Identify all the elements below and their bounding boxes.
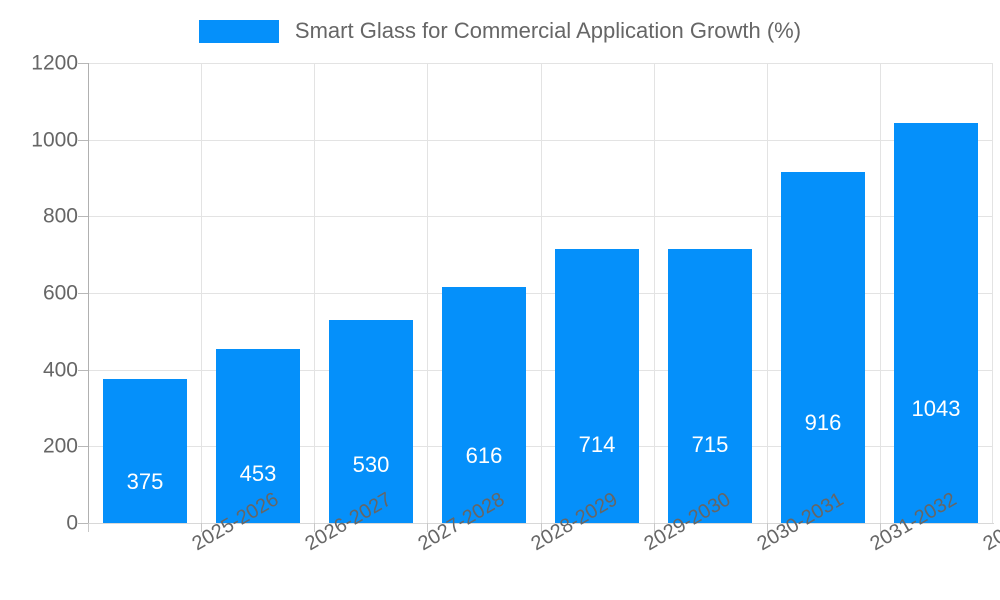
gridline-y-1200	[88, 63, 993, 64]
bar-2029-2030[interactable]	[555, 249, 639, 523]
legend-label: Smart Glass for Commercial Application G…	[294, 18, 802, 43]
y-tick-label-200: 200	[42, 434, 78, 458]
gridline-y-800	[88, 216, 993, 218]
x-tick-label-2029-2030: 2029-2030	[641, 488, 735, 555]
y-tick-mark-600	[78, 293, 88, 294]
bar-value-label-2025-2026: 375	[126, 469, 164, 494]
x-tick-label-2026-2027: 2026-2027	[301, 488, 395, 555]
gridline-x-4	[541, 63, 542, 523]
bar-value-label-2029-2030: 714	[578, 432, 616, 457]
y-tick-mark-0	[78, 523, 88, 524]
x-tick-label-2031-2032: 2031-2032	[867, 488, 961, 555]
bar-2031-2032[interactable]	[781, 172, 865, 523]
bar-2030-2031[interactable]	[668, 249, 752, 523]
gridline-x-6	[767, 63, 768, 523]
y-tick-label-0: 0	[66, 511, 78, 535]
bar-value-label-2028-2029: 616	[465, 443, 503, 468]
gridline-y-1000	[88, 139, 993, 141]
x-tick-mark-1	[201, 523, 202, 532]
bar-2025-2026[interactable]	[103, 379, 187, 523]
y-tick-mark-800	[78, 216, 88, 218]
x-tick-label-2028-2029: 2028-2029	[527, 488, 621, 555]
y-tick-label-1000: 1000	[31, 128, 78, 152]
bar-value-label-2030-2031: 715	[691, 432, 729, 457]
x-tick-mark-6	[767, 523, 768, 532]
x-tick-label-2027-2028: 2027-2028	[414, 488, 508, 555]
bar-value-label-2031-2032: 916	[804, 410, 842, 435]
x-tick-label-2030-2031: 2030-2031	[754, 488, 848, 555]
y-tick-mark-1000	[78, 139, 88, 141]
x-tick-mark-5	[654, 523, 655, 532]
bar-2027-2028[interactable]	[329, 320, 413, 523]
x-tick-mark-7	[880, 523, 881, 532]
chart-legend: Smart Glass for Commercial Application G…	[0, 14, 1000, 48]
x-tick-mark-4	[541, 523, 542, 532]
gridline-x-2	[314, 63, 315, 523]
y-tick-label-400: 400	[42, 358, 78, 382]
y-axis-tick-labels: 0 200 400 600 800 1000 1200	[0, 0, 78, 600]
gridline-x-7	[880, 63, 881, 523]
gridline-y-200	[88, 446, 993, 448]
legend-color-swatch	[198, 19, 279, 43]
gridline-x-1	[201, 63, 202, 523]
y-tick-mark-400	[78, 369, 88, 371]
gridline-x-3	[427, 63, 428, 523]
x-tick-label-2025-2026: 2025-2026	[188, 488, 282, 555]
bar-value-label-2032-2033: 1043	[911, 396, 961, 421]
y-axis-tick-marks	[0, 0, 100, 600]
y-tick-mark-1200	[78, 63, 88, 64]
x-tick-mark-2	[314, 523, 315, 532]
bar-value-label-2027-2028: 530	[352, 452, 390, 477]
y-tick-label-600: 600	[42, 281, 78, 305]
bar-value-label-2026-2027: 453	[239, 461, 277, 486]
x-tick-mark-3	[427, 523, 428, 532]
x-tick-mark-0	[88, 523, 89, 532]
y-axis-line	[88, 63, 89, 524]
gridline-x-5	[654, 63, 655, 523]
plot-area: 375 453 530 616 714 715 916 1043	[88, 63, 993, 524]
gridline-y-600	[88, 293, 993, 294]
bar-2026-2027[interactable]	[216, 349, 300, 523]
y-tick-label-1200: 1200	[31, 51, 78, 75]
gridline-y-400	[88, 369, 993, 371]
bar-2028-2029[interactable]	[442, 287, 526, 523]
bar-2032-2033[interactable]	[894, 123, 978, 523]
gridline-x-right	[992, 63, 993, 523]
y-tick-mark-200	[78, 446, 88, 448]
x-tick-label-2032-2033: 2032-2033	[979, 488, 1000, 556]
y-tick-label-800: 800	[42, 204, 78, 228]
